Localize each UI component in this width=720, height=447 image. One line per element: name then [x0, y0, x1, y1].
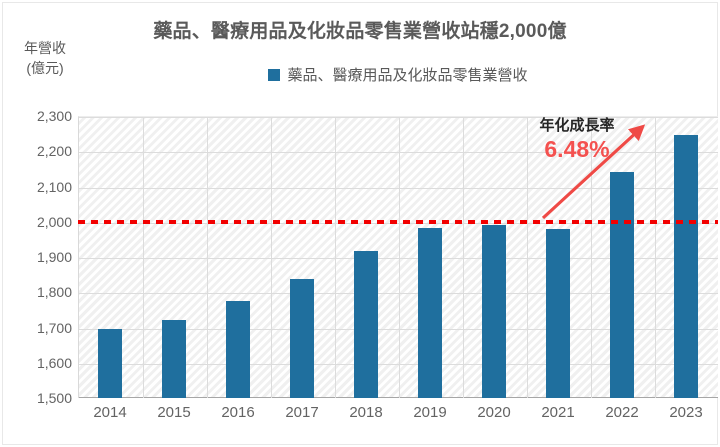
x-axis-tick-label: 2017 [285, 404, 319, 421]
bar-2016[interactable] [226, 301, 250, 398]
bar-2021[interactable] [546, 228, 570, 398]
bar-slot [590, 116, 654, 398]
y-axis-tick-label: 2,100 [36, 178, 72, 195]
y-axis-tick-label: 1,700 [36, 319, 72, 336]
bar-2015[interactable] [162, 319, 186, 398]
chart-legend: 藥品、醫療用品及化妝品零售業營收 [78, 64, 718, 85]
bar-slot [206, 116, 270, 398]
legend-series-label: 藥品、醫療用品及化妝品零售業營收 [287, 67, 528, 84]
gridline-vertical [527, 117, 528, 398]
y-axis-tick-label: 1,500 [36, 390, 72, 406]
bar-2022[interactable] [610, 172, 634, 398]
bar-slot [398, 116, 462, 398]
gridline-vertical [335, 117, 336, 398]
bar-2014[interactable] [98, 329, 122, 398]
y-axis-title: 年營收 (億元) [10, 38, 80, 79]
y-axis-tick-labels: 2,300 2,200 2,100 2,000 1,900 1,800 1,700 1,600… [0, 108, 72, 406]
gridline-vertical [463, 117, 464, 398]
gridline-horizontal [79, 152, 718, 154]
bar-slot [78, 116, 142, 398]
bar-slot [142, 116, 206, 398]
bar-slot [654, 116, 718, 398]
gridline-vertical [399, 117, 400, 398]
gridline-horizontal [79, 117, 718, 118]
gridline-horizontal [79, 258, 718, 259]
gridline-vertical [143, 117, 144, 398]
x-axis-tick-label: 2014 [93, 404, 127, 421]
x-axis-tick-label: 2015 [157, 404, 191, 421]
bar-slot [334, 116, 398, 398]
y-axis-tick-label: 2,000 [36, 213, 72, 230]
chart-title: 藥品、醫療用品及化妝品零售業營收站穩2,000億 [153, 21, 567, 42]
y-axis-tick-label: 1,800 [36, 284, 72, 301]
x-axis-tick-label: 2020 [477, 404, 511, 421]
bar-slot [526, 116, 590, 398]
y-axis-title-line-2: (億元) [26, 60, 64, 77]
legend-color-swatch [268, 68, 281, 81]
x-axis-tick-label: 2019 [413, 404, 447, 421]
gridline-horizontal [79, 293, 718, 295]
gridline-horizontal [79, 328, 718, 330]
y-axis-tick-label: 2,300 [36, 108, 72, 124]
x-axis-tick-label: 2021 [541, 404, 575, 421]
threshold-line-2000 [78, 219, 718, 224]
x-axis-tick-label: 2018 [349, 404, 383, 421]
bar-2020[interactable] [482, 224, 506, 398]
x-axis-line [79, 397, 718, 398]
bar-2023[interactable] [674, 135, 698, 398]
gridline-horizontal [79, 363, 718, 365]
y-axis-tick-label: 1,600 [36, 354, 72, 371]
x-axis-tick-label: 2016 [221, 404, 255, 421]
gridline-vertical [207, 117, 208, 398]
y-axis-tick-label: 2,200 [36, 143, 72, 160]
y-axis-tick-label: 1,900 [36, 249, 72, 265]
gridline-vertical [655, 117, 656, 398]
bar-slot [462, 116, 526, 398]
bar-2018[interactable] [354, 250, 378, 398]
bar-slot [270, 116, 334, 398]
bar-series-layer [78, 116, 718, 398]
x-axis-tick-label: 2023 [669, 404, 703, 421]
y-axis-title-line-1: 年營收 [24, 40, 66, 56]
growth-arrow-icon [541, 124, 646, 220]
bar-2017[interactable] [290, 278, 314, 398]
gridline-vertical [591, 117, 592, 398]
x-axis-tick-label: 2022 [605, 404, 639, 421]
gridline-horizontal [79, 187, 718, 189]
bar-2019[interactable] [418, 228, 442, 398]
gridline-vertical [271, 117, 272, 398]
x-axis-tick-labels: 2014 2015 2016 2017 2018 2019 2020 2021 2022 2023 [78, 404, 718, 430]
